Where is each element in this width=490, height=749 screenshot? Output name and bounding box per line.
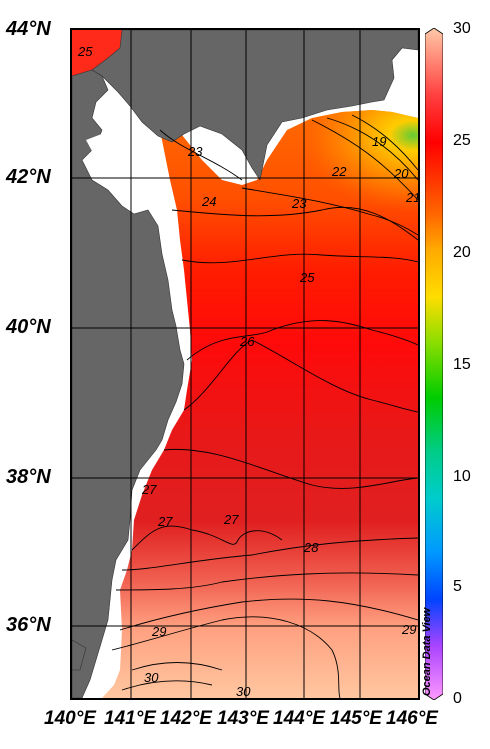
contour-label: 30 <box>236 684 251 698</box>
colorbar-tick-0: 0 <box>453 690 462 707</box>
contour-label: 26 <box>239 334 255 349</box>
lon-label-144e: 144°E <box>273 708 325 729</box>
lon-label-142e: 142°E <box>160 708 212 729</box>
contour-label: 27 <box>157 514 173 529</box>
contour-label: 27 <box>141 482 157 497</box>
lon-label-146e: 146°E <box>386 708 438 729</box>
colorbar-tick-5: 5 <box>453 578 462 595</box>
lat-label-44n: 44°N <box>6 18 51 40</box>
contour-labels: 25 23 22 19 20 21 24 23 25 26 27 27 27 2… <box>77 44 418 698</box>
isotherms <box>111 114 418 698</box>
lon-label-143e: 143°E <box>217 708 269 729</box>
colorbar <box>425 28 443 700</box>
contour-label: 29 <box>401 622 416 637</box>
lat-label-42n: 42°N <box>6 166 51 188</box>
lon-label-141e: 141°E <box>104 708 156 729</box>
lat-label-36n: 36°N <box>6 614 51 636</box>
sst-nw-patch <box>72 30 122 76</box>
contour-label: 23 <box>187 144 203 159</box>
contour-label: 22 <box>331 164 347 179</box>
contour-label: 30 <box>144 670 159 685</box>
land-sw-islet <box>72 639 87 671</box>
lon-label-140e: 140°E <box>44 708 96 729</box>
lon-label-145e: 145°E <box>330 708 382 729</box>
strait-gap <box>86 130 124 162</box>
colorbar-tick-10: 10 <box>453 468 471 485</box>
land-hokkaido <box>91 30 418 181</box>
contour-label: 25 <box>77 44 93 59</box>
contour-label: 21 <box>405 190 418 205</box>
colorbar-tick-30: 30 <box>453 20 471 37</box>
colorbar-tick-15: 15 <box>453 356 471 373</box>
contour-label: 19 <box>372 134 386 149</box>
ocean-map: 25 23 22 19 20 21 24 23 25 26 27 27 27 2… <box>72 30 418 698</box>
sst-north-cold <box>160 110 418 280</box>
contour-label: 25 <box>299 270 315 285</box>
land <box>72 30 418 698</box>
lat-label-38n: 38°N <box>6 466 51 488</box>
contour-label: 29 <box>151 624 166 639</box>
ocean-data-view-credit: Ocean Data View <box>421 607 433 696</box>
map-frame: 25 23 22 19 20 21 24 23 25 26 27 27 27 2… <box>70 28 420 700</box>
contour-label: 24 <box>201 194 216 209</box>
contour-label: 20 <box>393 166 409 181</box>
graticule <box>72 30 418 698</box>
contour-label: 27 <box>223 512 239 527</box>
colorbar-tick-25: 25 <box>453 132 471 149</box>
colorbar-tick-20: 20 <box>453 244 471 261</box>
lat-label-40n: 40°N <box>6 316 51 338</box>
contour-label: 23 <box>291 196 307 211</box>
contour-label: 28 <box>303 540 319 555</box>
